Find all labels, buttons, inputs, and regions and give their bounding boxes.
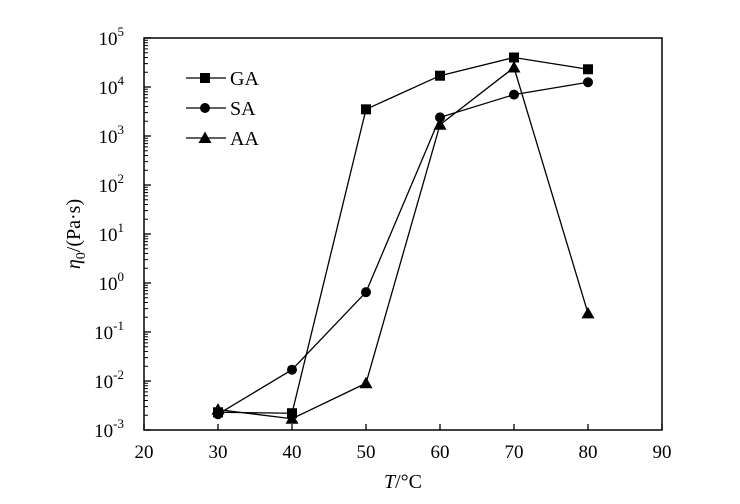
series-ga: [213, 52, 593, 419]
x-tick-label: 90: [653, 442, 672, 463]
data-point-aa: [433, 118, 447, 130]
series-line-ga: [217, 56, 589, 414]
x-tick-label: 30: [209, 442, 228, 463]
series-sa: [213, 77, 593, 420]
x-tick-label: 20: [135, 442, 154, 463]
y-axis-title: η0/(Pa·s): [63, 199, 89, 269]
data-point-aa: [359, 376, 373, 389]
y-tick-label: 10-1: [94, 318, 124, 344]
data-point-ga: [361, 104, 371, 115]
x-tick-label: 40: [283, 442, 302, 463]
y-tick-label: 101: [99, 220, 125, 246]
data-point-sa: [583, 77, 593, 88]
y-tick-label: 105: [99, 24, 125, 50]
data-point-sa: [435, 112, 445, 123]
x-axis-title: T/°C: [384, 471, 422, 493]
y-tick-label: 10-3: [94, 416, 124, 442]
legend-marker-aa: [198, 131, 212, 143]
data-point-sa: [287, 364, 297, 375]
data-point-aa: [211, 403, 225, 415]
y-tick-label: 10-2: [94, 367, 124, 393]
x-tick-label: 80: [579, 442, 598, 463]
legend-label-sa: SA: [230, 98, 256, 120]
data-point-sa: [361, 287, 371, 298]
ticks-layer: 20 30 40 50 60 70 80 90 105 104 103 102 101 100 10-1 10…: [94, 24, 671, 463]
series-line-sa: [217, 81, 589, 415]
y-tick-label: 102: [99, 171, 125, 197]
y-tick-label: 103: [99, 122, 125, 148]
legend: GA SA AA: [186, 68, 259, 150]
series-layer: [211, 52, 595, 424]
data-point-sa: [509, 89, 519, 100]
data-point-aa: [507, 61, 521, 73]
series-line-aa: [217, 66, 589, 420]
data-point-aa: [285, 412, 299, 424]
data-point-ga: [435, 70, 445, 81]
data-point-ga: [583, 64, 593, 75]
legend-marker-ga: [200, 73, 210, 83]
y-tick-label: 104: [99, 73, 125, 99]
legend-label-aa: AA: [230, 128, 259, 150]
legend-label-ga: GA: [230, 68, 259, 90]
x-tick-label: 60: [431, 442, 450, 463]
data-point-ga: [509, 52, 519, 63]
legend-marker-sa: [200, 103, 210, 113]
x-tick-label: 50: [357, 442, 376, 463]
data-point-aa: [581, 306, 595, 319]
x-tick-label: 70: [505, 442, 524, 463]
y-tick-label: 100: [99, 269, 125, 295]
plot-frame: [143, 37, 663, 431]
series-aa: [211, 61, 595, 424]
